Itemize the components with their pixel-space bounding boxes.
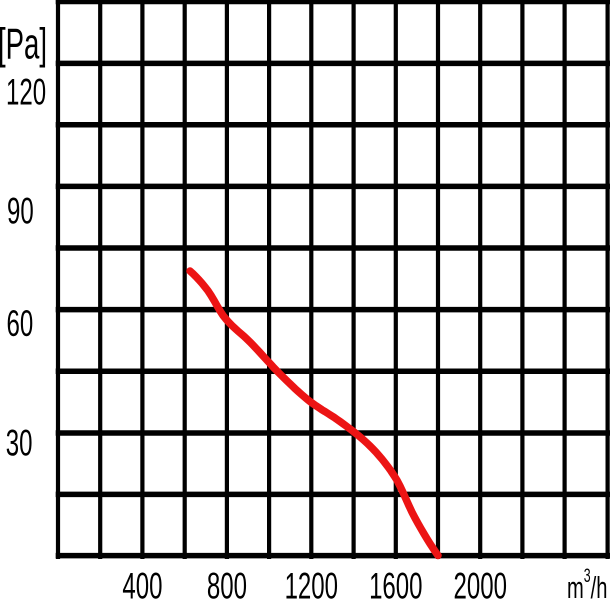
svg-text:1600: 1600	[369, 565, 422, 600]
svg-text:m3/h: m3/h	[567, 565, 607, 600]
svg-text:1200: 1200	[285, 565, 338, 600]
svg-text:2000: 2000	[453, 565, 506, 600]
svg-text:30: 30	[6, 422, 33, 464]
svg-text:[Pa]: [Pa]	[0, 19, 47, 68]
svg-text:400: 400	[122, 565, 162, 600]
svg-text:90: 90	[7, 190, 34, 232]
svg-text:60: 60	[7, 303, 34, 345]
svg-text:800: 800	[207, 565, 247, 600]
svg-text:120: 120	[6, 71, 46, 113]
